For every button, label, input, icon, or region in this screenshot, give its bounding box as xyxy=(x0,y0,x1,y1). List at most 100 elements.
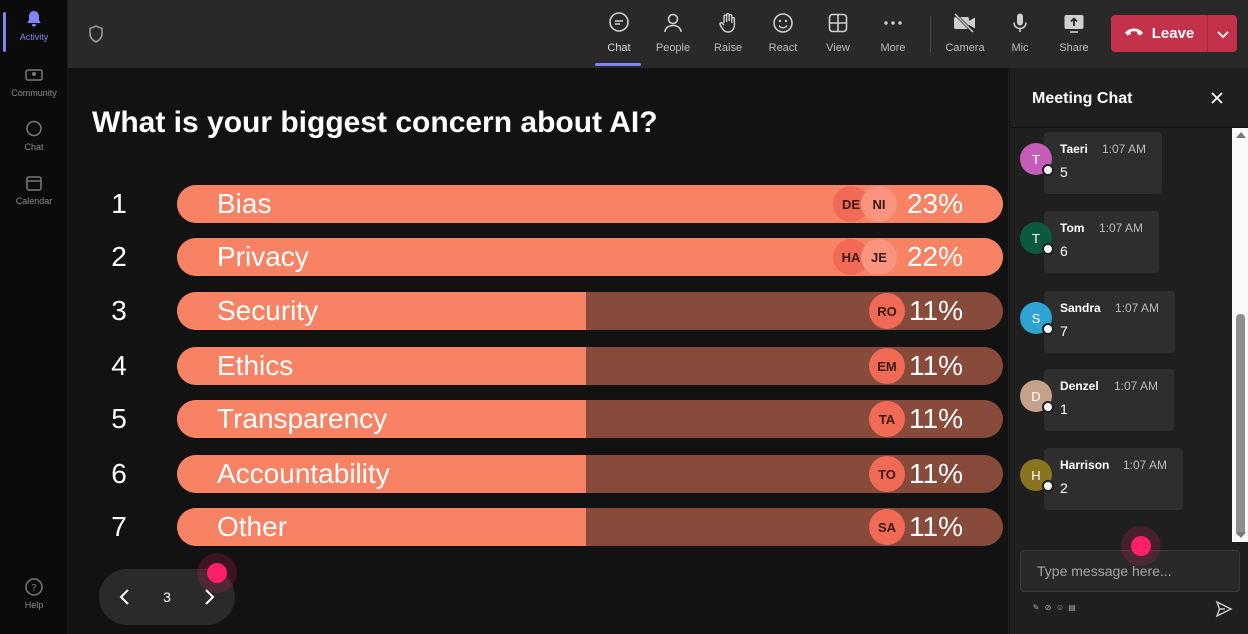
voter-avatar: NI xyxy=(861,186,897,222)
rail-label-community: Community xyxy=(11,88,57,98)
chat-message-text: 1 xyxy=(1060,401,1068,417)
poll-question: What is your biggest concern about AI? xyxy=(92,106,658,139)
chat-message-bubble[interactable]: Denzel 1:07 AM 1 xyxy=(1044,369,1174,431)
share-button[interactable]: Share xyxy=(1049,10,1099,60)
chat-message-text: 2 xyxy=(1060,480,1068,496)
avatar[interactable]: T xyxy=(1020,143,1054,176)
chat-message[interactable]: Sandra 1:07 AM 7 S xyxy=(1010,289,1232,353)
rail-item-chat[interactable]: Chat xyxy=(0,118,68,168)
help-icon: ? xyxy=(23,576,45,598)
poll-option-rank: 3 xyxy=(111,295,127,326)
poll-option-fill xyxy=(177,455,586,493)
voter-avatar: JE xyxy=(861,239,897,275)
poll-option-row: 5 Transparency TA 11% xyxy=(68,400,1008,438)
poll-option-row: 2 Privacy HA JE 22% xyxy=(68,238,1008,276)
people-icon xyxy=(660,10,686,36)
avatar[interactable]: T xyxy=(1020,222,1054,255)
mic-button[interactable]: Mic xyxy=(995,10,1045,60)
more-button[interactable]: More xyxy=(868,10,918,60)
chat-timestamp: 1:07 AM xyxy=(1115,301,1160,315)
avatar[interactable]: H xyxy=(1020,459,1054,492)
phone-hangup-icon xyxy=(1124,25,1144,42)
more-label: More xyxy=(880,42,906,54)
poll-option-rank: 2 xyxy=(111,241,127,272)
chat-sender-name: Taeri xyxy=(1060,142,1088,156)
chat-message-bubble[interactable]: Harrison 1:07 AM 2 xyxy=(1044,448,1183,510)
poll-option-rank: 6 xyxy=(111,458,127,489)
rail-label-help: Help xyxy=(24,600,44,610)
poll-option-rank: 5 xyxy=(111,403,127,434)
leave-button[interactable]: Leave xyxy=(1111,15,1237,52)
poll-option-percent: 11% xyxy=(909,295,963,326)
chat-title: Meeting Chat xyxy=(1032,90,1133,107)
meeting-chat-panel: Meeting Chat Taeri 1:07 AM 5 T Tom 1:07 AM 6 T S… xyxy=(1009,68,1248,634)
avatar-initial: S xyxy=(1031,310,1041,326)
meeting-toolbar: Chat People Raise React View More xyxy=(68,0,1248,68)
microphone-icon xyxy=(1007,10,1033,36)
chevron-right-icon[interactable] xyxy=(197,585,221,609)
voter-avatar: EM xyxy=(869,348,905,384)
chat-compose-box[interactable] xyxy=(1020,550,1240,592)
chat-scrollbar[interactable] xyxy=(1232,128,1248,542)
app-rail: Activity Community Chat Calendar ? Help xyxy=(0,0,68,634)
chat-message[interactable]: Tom 1:07 AM 6 T xyxy=(1010,209,1232,273)
chat-message-list[interactable]: Taeri 1:07 AM 5 T Tom 1:07 AM 6 T Sandra 1:07 AM 7… xyxy=(1010,128,1232,542)
format-icon[interactable]: ✎ xyxy=(1032,603,1040,612)
chat-bubble-icon xyxy=(606,10,632,36)
scroll-thumb[interactable] xyxy=(1236,314,1245,536)
close-icon[interactable] xyxy=(1208,89,1226,107)
poll-option-percent: 11% xyxy=(909,350,963,381)
gif-icon[interactable]: ▤ xyxy=(1068,603,1076,612)
poll-option-label: Accountability xyxy=(217,458,390,489)
chat-message-bubble[interactable]: Taeri 1:07 AM 5 xyxy=(1044,132,1162,194)
poll-option-row: 1 Bias DE NI 23% xyxy=(68,185,1008,223)
rail-item-help[interactable]: ? Help xyxy=(0,576,68,626)
send-icon[interactable] xyxy=(1215,600,1233,618)
camera-off-icon xyxy=(952,10,978,36)
poll-option-bar: Security RO 11% xyxy=(177,292,1003,330)
presence-status-icon xyxy=(1042,323,1054,335)
avatar[interactable]: S xyxy=(1020,302,1054,335)
poll-option-row: 7 Other SA 11% xyxy=(68,508,1008,546)
camera-button[interactable]: Camera xyxy=(940,10,990,60)
chat-message[interactable]: Harrison 1:07 AM 2 H xyxy=(1010,446,1232,510)
more-dots-icon xyxy=(880,10,906,36)
emoji-icon[interactable]: ☺ xyxy=(1056,603,1065,612)
poll-option-label: Transparency xyxy=(217,403,388,434)
chat-message-input[interactable] xyxy=(1021,551,1239,591)
shield-icon[interactable] xyxy=(86,24,106,44)
chat-message[interactable]: Taeri 1:07 AM 5 T xyxy=(1010,130,1232,194)
view-button[interactable]: View xyxy=(813,10,863,60)
pointer-indicator xyxy=(207,563,227,583)
chat-message[interactable]: Denzel 1:07 AM 1 D xyxy=(1010,367,1232,431)
react-button[interactable]: React xyxy=(758,10,808,60)
rail-item-activity[interactable]: Activity xyxy=(0,8,68,58)
leave-options-chevron-icon[interactable] xyxy=(1208,15,1237,52)
rail-item-calendar[interactable]: Calendar xyxy=(0,172,68,222)
chat-icon xyxy=(23,118,45,140)
poll-option-rank: 7 xyxy=(111,511,127,542)
chat-message-bubble[interactable]: Tom 1:07 AM 6 xyxy=(1044,211,1159,273)
bell-icon xyxy=(23,8,45,30)
raise-hand-button[interactable]: Raise xyxy=(703,10,753,60)
attach-icon[interactable]: ⊘ xyxy=(1044,603,1052,612)
scroll-down-arrow-icon[interactable] xyxy=(1236,532,1246,538)
chat-sender-name: Denzel xyxy=(1060,379,1099,393)
rail-item-community[interactable]: Community xyxy=(0,64,68,114)
leave-main[interactable]: Leave xyxy=(1111,15,1207,52)
scroll-up-arrow-icon[interactable] xyxy=(1236,132,1246,138)
chat-header: Meeting Chat xyxy=(1010,68,1248,128)
chat-message-bubble[interactable]: Sandra 1:07 AM 7 xyxy=(1044,291,1175,353)
avatar-initial: T xyxy=(1032,151,1040,167)
voter-avatar: SA xyxy=(869,509,905,545)
chat-sender-name: Sandra xyxy=(1060,301,1101,315)
people-button[interactable]: People xyxy=(648,10,698,60)
poll-option-bar: Bias DE NI 23% xyxy=(177,185,1003,223)
poll-option-percent: 11% xyxy=(909,511,963,542)
poll-option-bar: Privacy HA JE 22% xyxy=(177,238,1003,276)
avatar[interactable]: D xyxy=(1020,380,1054,413)
poll-option-fill xyxy=(177,400,586,438)
voter-avatar: TO xyxy=(869,456,905,492)
chat-button[interactable]: Chat xyxy=(594,10,644,66)
chevron-left-icon[interactable] xyxy=(113,585,137,609)
